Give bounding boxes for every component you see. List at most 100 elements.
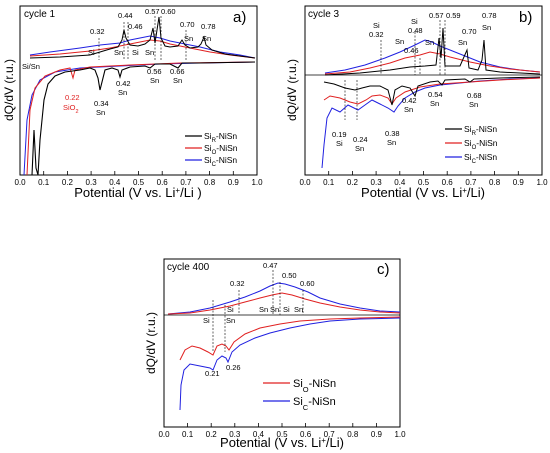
panel-b-curve-sir-discharge <box>323 76 541 106</box>
panel-c-ann: 0.50 <box>282 271 297 280</box>
panel-b-ann: 0.48 <box>408 26 423 35</box>
panel-b-ann: 0.38 <box>385 129 400 138</box>
x-tick-label: 0.3 <box>86 178 98 187</box>
panel-c-frame <box>163 258 401 428</box>
panel-c-ann: Si <box>283 305 290 314</box>
panel-a-ann: Sn <box>96 108 105 117</box>
x-tick-label: 0.6 <box>157 178 169 187</box>
panel-c-curve-sic-charge <box>167 282 401 315</box>
x-tick-label: 0.0 <box>158 430 170 439</box>
legend-label-sic: SiC-NiSn <box>464 152 497 165</box>
panel-a-ann: Sn <box>114 48 123 57</box>
panel-a-ann: Sn <box>150 76 159 85</box>
panel-c-ylabel: dQ/dV (r.u.) <box>144 312 158 374</box>
x-tick-label: 1.0 <box>536 178 548 187</box>
panel-b-ann: Sn <box>458 38 467 47</box>
x-tick-label: 1.0 <box>251 178 263 187</box>
x-tick-label: 0.2 <box>206 430 218 439</box>
panel-b-frame <box>304 5 543 176</box>
legend-label-sic: SiC-NiSn <box>204 155 237 168</box>
panel-a-ann: 0.66 <box>170 67 185 76</box>
x-tick-label: 0.9 <box>228 178 240 187</box>
legend-label-sio: SiO-NiSn <box>293 378 336 394</box>
panel-a-label: a) <box>233 9 246 26</box>
panel-a-legend: SiR-NiSn SiO-NiSn SiC-NiSn <box>185 131 238 168</box>
panel-c-ann: 0.26 <box>226 363 241 372</box>
x-tick-label: 0.2 <box>62 178 74 187</box>
panel-a-ann: 0.44 <box>118 11 133 20</box>
panel-b-ann: 0.32 <box>369 30 384 39</box>
panel-c-ann: Sn <box>259 305 268 314</box>
panel-a-ann: 0.34 <box>94 99 109 108</box>
x-tick-label: 0.0 <box>14 178 26 187</box>
panel-a-ylabel: dQ/dV (r.u.) <box>2 59 16 121</box>
panel-b-curve-sic-discharge <box>321 77 541 169</box>
panel-b-ann: Sn <box>387 138 396 147</box>
x-tick-label: 0.9 <box>371 430 383 439</box>
legend-label-sir: SiR-NiSn <box>204 131 237 144</box>
panel-a-ann: Si <box>132 48 139 57</box>
panel-b-ann: Si <box>336 139 343 148</box>
x-tick-label: 0.1 <box>323 178 335 187</box>
panel-c-ann: Si <box>203 316 210 325</box>
x-tick-label: 0.8 <box>347 430 359 439</box>
panel-b-ann: Sn <box>482 23 491 32</box>
panel-b-ann: 0.78 <box>482 11 497 20</box>
panel-b-legend: SiR-NiSn SiO-NiSn SiC-NiSn <box>445 124 498 165</box>
panel-c-ann: Sn <box>226 316 235 325</box>
panel-c-ann: 0.47 <box>263 261 278 270</box>
panel-a-ann: 0.57 <box>145 7 160 16</box>
panel-a-ann: 0.60 <box>161 7 176 16</box>
x-tick-label: 0.4 <box>253 430 265 439</box>
x-tick-label: 0.1 <box>182 430 194 439</box>
x-tick-label: 0.6 <box>442 178 454 187</box>
panel-a-ann: Sn <box>202 34 211 43</box>
x-tick-label: 0.5 <box>276 430 288 439</box>
panel-c-curve-sio-discharge <box>179 316 401 361</box>
x-tick-label: 0.5 <box>418 178 430 187</box>
x-tick-label: 0.7 <box>324 430 336 439</box>
panel-a-title: cycle 1 <box>24 9 56 20</box>
x-tick-label: 0.3 <box>229 430 241 439</box>
panel-a-xlabel: Potential (V vs. Li+/Li ) <box>74 185 202 200</box>
panel-b-ann: Sn <box>404 105 413 114</box>
panel-b-curve-sio-discharge <box>323 77 541 105</box>
panel-b-ann: 0.70 <box>462 27 477 36</box>
panel-b-curve-sic-charge <box>324 39 541 74</box>
x-tick-label: 0.4 <box>109 178 121 187</box>
x-tick-label: 0.7 <box>465 178 477 187</box>
legend-label-sir: SiR-NiSn <box>464 124 497 137</box>
panel-b-label: b) <box>519 9 532 26</box>
panel-a-ann: 0.42 <box>116 79 131 88</box>
panel-c-ann: 0.32 <box>230 279 245 288</box>
legend-label-sio: SiO-NiSn <box>464 138 498 151</box>
panel-a-ann: 0.46 <box>128 22 143 31</box>
panel-a-ann: Si <box>88 48 95 57</box>
x-tick-label: 0.7 <box>180 178 192 187</box>
panel-b-x-ticks: 0.0 0.1 0.2 0.3 0.4 0.5 0.6 0.7 0.8 0.9 1.0 <box>299 171 548 187</box>
x-tick-label: 0.3 <box>371 178 383 187</box>
panel-a-ann: 0.32 <box>90 27 105 36</box>
x-tick-label: 0.1 <box>38 178 50 187</box>
panel-b-ann: Sn <box>395 37 404 46</box>
legend-label-sic: SiC-NiSn <box>293 396 336 412</box>
x-tick-label: 0.2 <box>347 178 359 187</box>
panel-b-ylabel: dQ/dV (r.u.) <box>285 59 299 121</box>
legend-label-sio: SiO-NiSn <box>204 143 238 156</box>
panel-a-ann: Sn <box>173 76 182 85</box>
panel-b-ann: Sn <box>430 99 439 108</box>
panel-a-curve-sio-discharge <box>26 61 256 176</box>
panel-b-ann: Sn <box>425 38 434 47</box>
panel-c-ann: Sn <box>294 305 303 314</box>
x-tick-label: 1.0 <box>394 430 406 439</box>
panel-a-ann: 0.70 <box>180 20 195 29</box>
panel-b-ann: 0.42 <box>402 96 417 105</box>
panel-a-ann-sio2: SiO2 <box>63 103 79 115</box>
panel-b-ann: 0.59 <box>446 11 461 20</box>
panel-b-ann: 0.46 <box>404 46 419 55</box>
panel-c-legend: SiO-NiSn SiC-NiSn <box>263 378 336 412</box>
x-tick-label: 0.8 <box>204 178 216 187</box>
x-tick-label: 0.4 <box>394 178 406 187</box>
panel-a-curve-sic-charge <box>29 35 256 59</box>
